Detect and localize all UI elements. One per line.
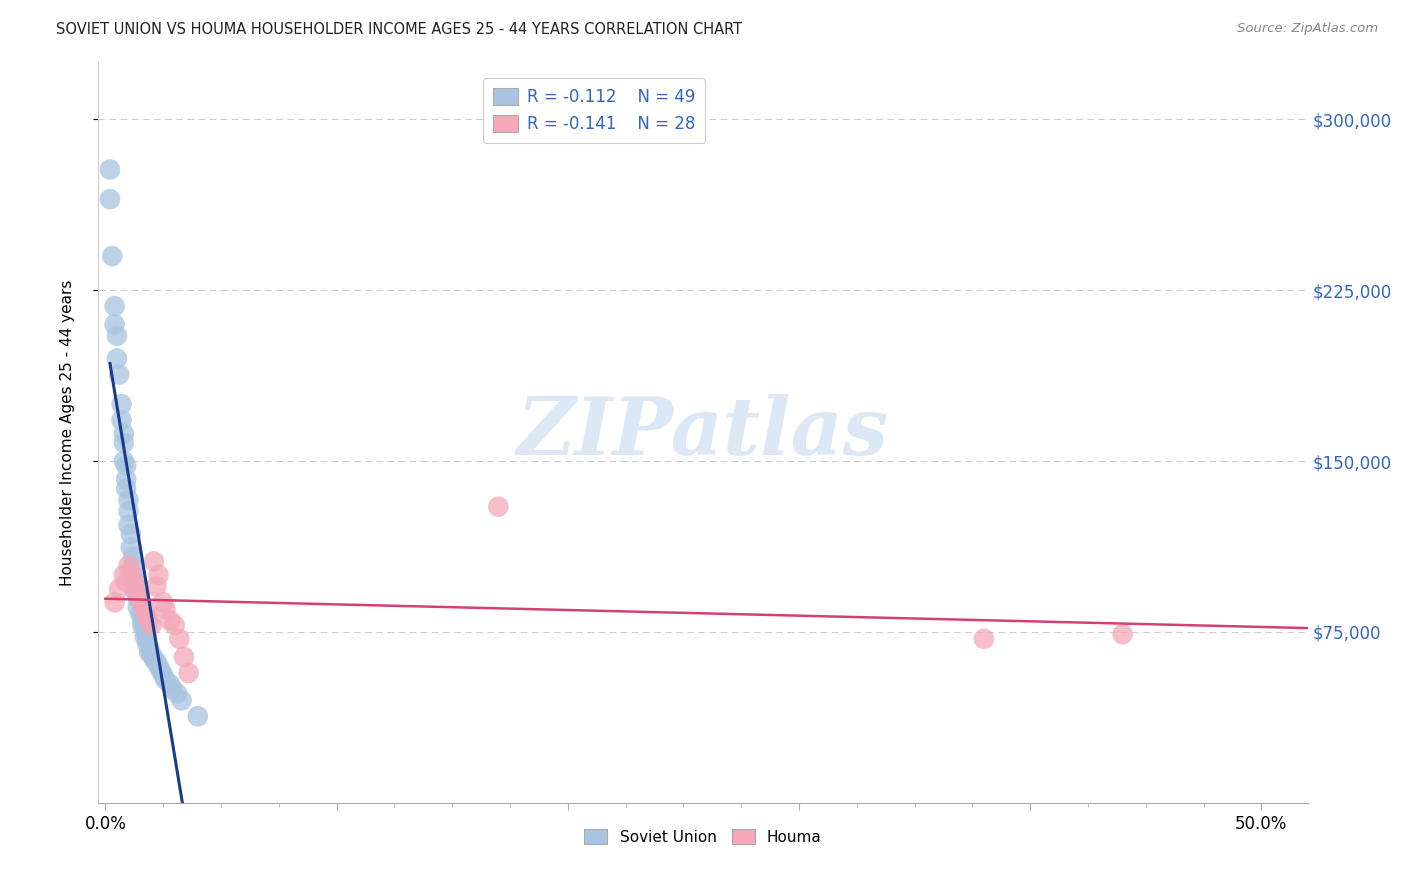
Point [115,472,138,486]
Point [98,192,121,206]
Point [159,677,181,691]
Point [159,614,181,628]
Point [122,568,145,582]
Point [115,458,138,473]
Point [131,598,153,612]
Point [170,693,193,707]
Point [1111,627,1133,641]
Point [163,618,186,632]
Text: ZIPatlas: ZIPatlas [517,394,889,471]
Point [105,328,128,343]
Point [173,650,195,665]
Point [104,318,127,332]
Point [120,566,142,580]
Point [142,652,165,666]
Point [117,517,139,532]
Legend: Soviet Union, Houma: Soviet Union, Houma [578,822,828,851]
Point [104,595,127,609]
Point [142,554,165,568]
Point [124,583,146,598]
Point [148,568,170,582]
Text: Source: ZipAtlas.com: Source: ZipAtlas.com [1237,22,1378,36]
Point [134,602,156,616]
Point [124,579,146,593]
Point [136,636,159,650]
Point [134,623,156,637]
Point [112,454,135,468]
Point [134,630,156,644]
Point [136,609,159,624]
Point [112,568,135,582]
Point [187,709,209,723]
Point [162,681,184,696]
Point [110,413,132,427]
Point [136,632,159,646]
Point [169,632,191,646]
Point [117,504,139,518]
Point [149,664,172,678]
Point [973,632,995,646]
Point [141,618,163,632]
Point [122,558,145,573]
Point [98,162,121,177]
Point [122,573,145,587]
Point [138,640,160,655]
Point [129,607,152,621]
Y-axis label: Householder Income Ages 25 - 44 years: Householder Income Ages 25 - 44 years [60,279,75,586]
Point [148,659,170,673]
Point [155,602,177,616]
Point [131,614,153,628]
Point [129,591,152,605]
Point [108,368,131,382]
Point [120,541,142,555]
Point [131,618,153,632]
Point [122,549,145,564]
Point [127,591,149,605]
Point [104,299,127,313]
Point [112,435,135,450]
Point [117,558,139,573]
Point [117,492,139,507]
Point [138,614,160,628]
Point [155,673,177,687]
Point [110,397,132,411]
Point [141,648,163,662]
Point [120,527,142,541]
Point [124,574,146,589]
Point [145,579,167,593]
Point [105,351,128,366]
Point [127,586,149,600]
Point [145,655,167,669]
Point [177,665,200,680]
Point [115,482,138,496]
Point [108,582,131,596]
Point [486,500,509,514]
Point [112,426,135,441]
Text: SOVIET UNION VS HOUMA HOUSEHOLDER INCOME AGES 25 - 44 YEARS CORRELATION CHART: SOVIET UNION VS HOUMA HOUSEHOLDER INCOME… [56,22,742,37]
Point [138,645,160,659]
Point [152,595,174,609]
Point [152,668,174,682]
Point [166,686,188,700]
Point [127,599,149,614]
Point [115,574,138,589]
Point [101,249,124,263]
